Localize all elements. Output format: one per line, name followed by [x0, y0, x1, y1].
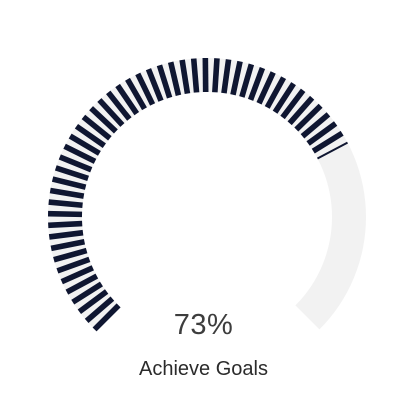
gauge-tick	[239, 63, 255, 98]
gauge-tick	[48, 220, 83, 229]
gauge-tick	[89, 106, 118, 134]
gauge-tick	[48, 229, 84, 240]
gauge-tick	[247, 66, 266, 101]
gauge-tick	[49, 187, 85, 199]
gauge-tick	[60, 265, 94, 285]
gauge-tick	[51, 176, 87, 190]
gauge-tick	[54, 165, 89, 182]
gauge-tick	[65, 273, 99, 295]
gauge-tick	[167, 61, 182, 96]
gauge-value-marker	[317, 141, 348, 160]
gauge-tick	[97, 98, 125, 127]
gauge-tick	[50, 238, 86, 252]
gauge-tick	[115, 83, 140, 116]
gauge-tick	[125, 77, 147, 111]
gauge-caption: Achieve Goals	[139, 358, 268, 380]
gauge-tick	[74, 123, 106, 148]
gauge-tick	[221, 59, 232, 94]
gauge-tick	[179, 59, 191, 94]
gauge-tick	[48, 199, 83, 209]
gauge-tick	[300, 112, 331, 139]
gauge-filled-ticks	[47, 57, 348, 332]
gauge-tick	[47, 210, 83, 218]
gauge-tick	[311, 130, 344, 154]
gauge-tick	[287, 95, 315, 126]
gauge-tick	[81, 114, 112, 141]
gauge-tick	[145, 68, 164, 102]
gauge-track	[48, 58, 367, 330]
gauge-tick	[294, 103, 323, 132]
gauge-tick	[92, 303, 121, 332]
gauge-tick	[190, 58, 200, 93]
gauge-tick	[71, 281, 103, 305]
gauge-tick	[56, 256, 91, 274]
gauge-tick	[264, 76, 287, 109]
gauge-value-label: 73%	[173, 309, 234, 341]
gauge-tick	[84, 296, 115, 324]
gauge-tick	[256, 71, 276, 105]
gauge-tick	[63, 143, 97, 164]
gauge-tick	[53, 247, 88, 263]
gauge-tick	[306, 121, 338, 146]
gauge-tick	[68, 133, 101, 156]
gauge-tick	[212, 58, 220, 93]
gauge-tick	[230, 60, 243, 96]
gauge-tick	[156, 64, 173, 99]
gauge-tick	[280, 88, 306, 120]
gauge-tick	[106, 90, 132, 121]
gauge-tick	[272, 82, 296, 114]
gauge-tick	[58, 154, 93, 173]
gauge-tick	[135, 72, 156, 106]
gauge-tick	[77, 289, 109, 315]
